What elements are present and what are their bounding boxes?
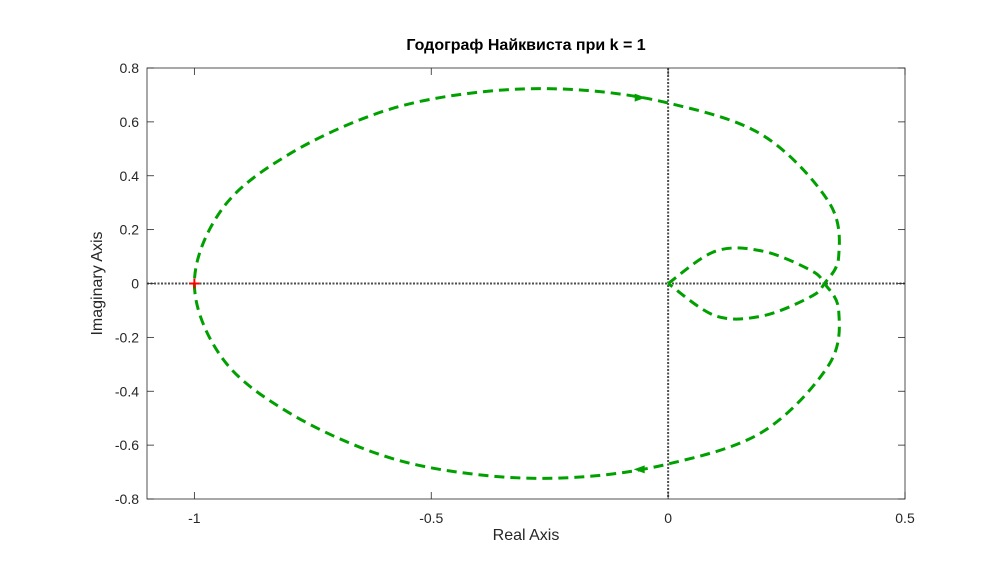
chart-title: Годограф Найквиста при k = 1 [406,37,645,54]
x-tick-label: 0 [664,510,672,526]
y-tick-label: -0.2 [115,329,139,345]
x-tick-label: -0.5 [419,510,443,526]
direction-arrow-1 [633,465,645,474]
y-tick-label: 0.4 [120,168,140,184]
y-tick-label: 0 [131,276,139,292]
y-tick-label: 0.2 [120,222,140,238]
direction-arrow-0 [634,93,646,102]
critical-point [189,278,200,289]
y-axis-label: Imaginary Axis [89,231,106,335]
y-axis-ticks: -0.8 -0.6 -0.4 -0.2 0 0.2 0.4 0.6 0.8 [115,60,905,507]
x-axis-label: Real Axis [493,527,560,544]
x-axis-ticks: -1 -0.5 0 0.5 [188,68,915,526]
zero-axis-lines [147,68,905,499]
nyquist-curve [192,87,841,480]
y-tick-label: -0.8 [115,491,139,507]
y-tick-label: 0.8 [120,60,140,76]
y-tick-label: -0.4 [115,383,139,399]
x-tick-label: 0.5 [895,510,915,526]
y-tick-label: 0.6 [120,114,140,130]
y-tick-label: -0.6 [115,437,139,453]
nyquist-curve-series-0 [192,87,841,480]
x-tick-label: -1 [188,510,201,526]
direction-arrows [633,93,646,474]
